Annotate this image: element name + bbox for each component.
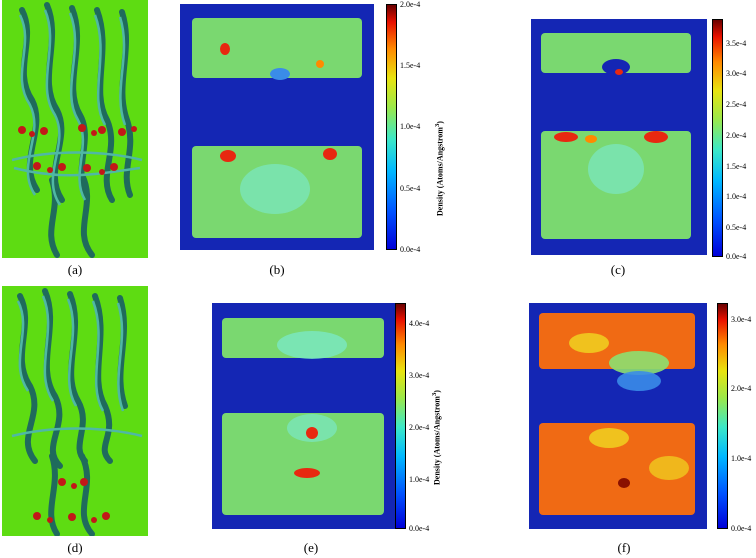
colorbar-label-b: Density (Atoms/Angstrom3) bbox=[434, 121, 445, 216]
tick-b-4: 0.0e-4 bbox=[400, 245, 421, 254]
tick-e-3: 1.0e-4 bbox=[409, 475, 430, 484]
tick-c-4: 1.5e-4 bbox=[726, 162, 747, 171]
tick-c-6: 0.5e-4 bbox=[726, 223, 747, 232]
density-slabs-e bbox=[222, 318, 384, 515]
tick-c-2: 2.5e-4 bbox=[726, 100, 747, 109]
density-slabs-b bbox=[192, 18, 362, 238]
caption-f: (f) bbox=[617, 540, 631, 555]
tick-f-2: 1.0e-4 bbox=[731, 454, 752, 463]
tick-b-0: 2.0e-4 bbox=[400, 0, 421, 9]
caption-b: (b) bbox=[269, 262, 285, 277]
density-slabs-c bbox=[541, 33, 691, 239]
tick-f-0: 3.0e-4 bbox=[731, 315, 752, 324]
colorbar-label-e: Density (Atoms/Angstrom3) bbox=[431, 390, 442, 485]
caption-e: (e) bbox=[303, 540, 319, 555]
tick-c-1: 3.0e-4 bbox=[726, 69, 747, 78]
caption-c: (c) bbox=[610, 262, 626, 277]
density-map-e bbox=[212, 303, 396, 529]
protein-ribbon-d bbox=[11, 288, 143, 536]
tick-e-1: 3.0e-4 bbox=[409, 371, 430, 380]
tick-f-1: 2.0e-4 bbox=[731, 384, 752, 393]
protein-structure-d bbox=[2, 286, 148, 536]
tick-c-3: 2.0e-4 bbox=[726, 131, 747, 140]
density-map-b bbox=[180, 4, 374, 250]
tick-c-0: 3.5e-4 bbox=[726, 39, 747, 48]
density-map-c bbox=[531, 19, 707, 255]
caption-d: (d) bbox=[67, 540, 83, 555]
caption-a: (a) bbox=[67, 262, 83, 277]
tick-c-7: 0.0e-4 bbox=[726, 252, 747, 261]
protein-ribbon-a bbox=[11, 2, 143, 258]
tick-c-5: 1.0e-4 bbox=[726, 192, 747, 201]
protein-structure-a bbox=[2, 0, 148, 258]
tick-b-3: 0.5e-4 bbox=[400, 184, 421, 193]
tick-b-1: 1.5e-4 bbox=[400, 61, 421, 70]
density-map-f bbox=[529, 303, 707, 529]
tick-b-2: 1.0e-4 bbox=[400, 122, 421, 131]
density-slabs-f bbox=[539, 313, 695, 515]
lipid-molecules-d bbox=[33, 478, 110, 523]
tick-e-2: 2.0e-4 bbox=[409, 423, 430, 432]
tick-f-3: 0.0e-4 bbox=[731, 524, 752, 533]
lipid-molecules-a bbox=[18, 124, 137, 175]
tick-e-0: 4.0e-4 bbox=[409, 319, 430, 328]
tick-e-4: 0.0e-4 bbox=[409, 524, 430, 533]
